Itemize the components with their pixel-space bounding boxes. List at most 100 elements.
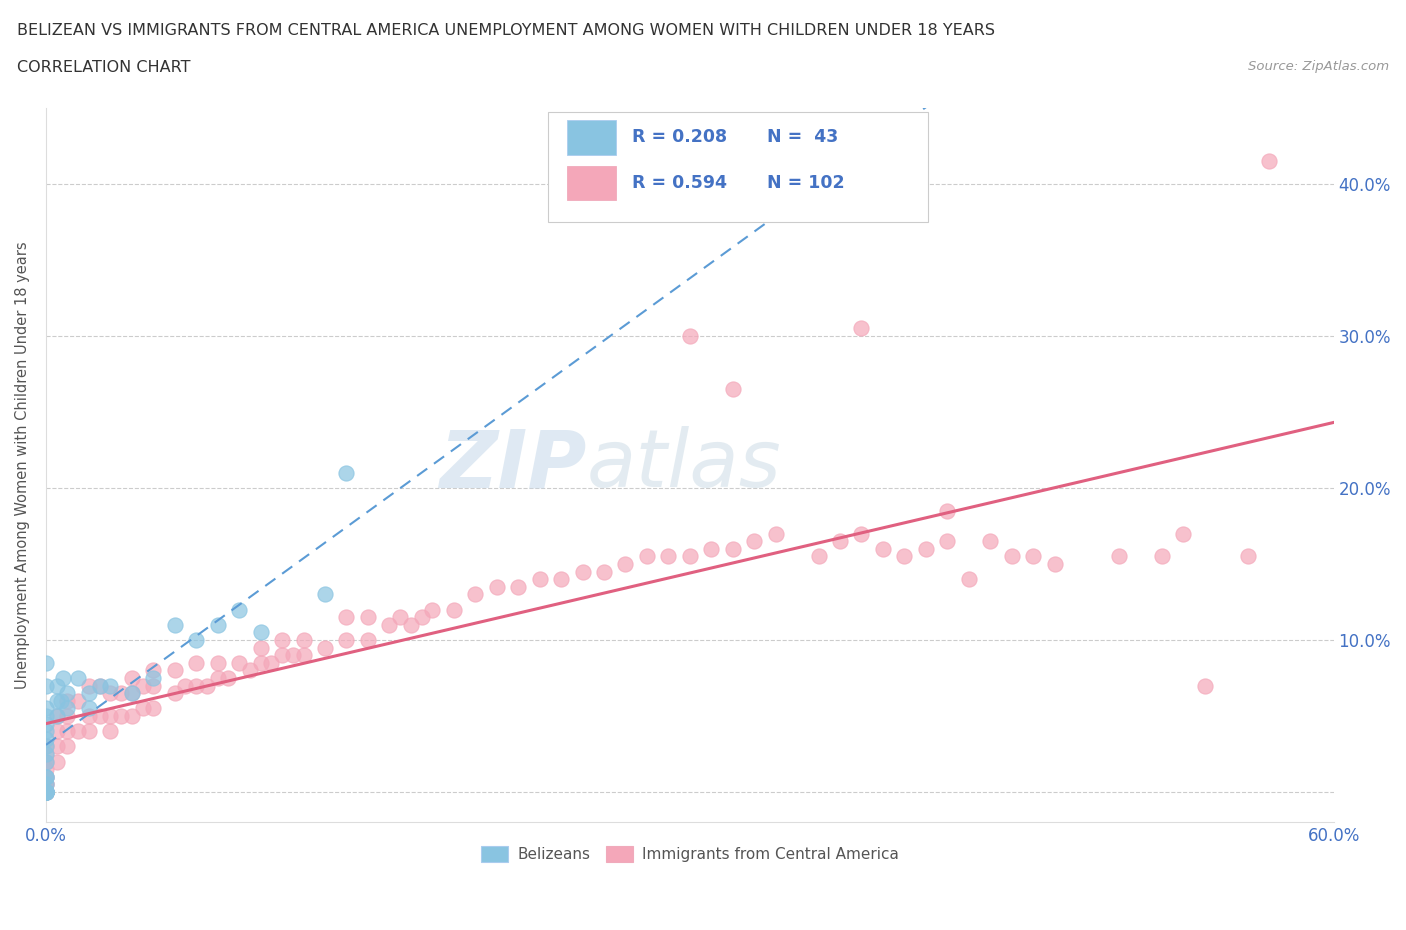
Point [45,754,67,769]
Point [142,701,165,716]
Point [35,785,58,800]
FancyBboxPatch shape [548,112,928,222]
Point [828,534,851,549]
Point [1173,526,1195,541]
Point [335,632,357,647]
FancyBboxPatch shape [568,166,616,200]
Text: ZIP: ZIP [440,426,586,504]
Point [1194,678,1216,693]
Point [281,648,304,663]
Point [464,587,486,602]
Point [67,671,90,685]
Point [35,785,58,800]
Point [110,685,132,700]
Point [335,610,357,625]
Point [142,678,165,693]
Point [56,709,79,724]
Point [121,709,143,724]
Point [35,785,58,800]
Point [936,534,959,549]
Point [357,632,380,647]
Point [936,503,959,518]
Point [249,656,271,671]
Point [45,709,67,724]
Point [45,709,67,724]
Point [614,556,637,571]
Point [56,685,79,700]
Point [98,709,121,724]
Point [249,625,271,640]
Point [657,549,679,564]
Point [1022,549,1045,564]
Point [399,618,422,632]
Point [721,382,744,397]
Point [195,678,218,693]
Point [45,724,67,738]
Point [207,618,229,632]
Point [142,663,165,678]
Point [186,632,208,647]
Point [98,678,121,693]
Y-axis label: Unemployment Among Women with Children Under 18 years: Unemployment Among Women with Children U… [15,242,30,689]
Text: N =  43: N = 43 [768,128,838,146]
Point [508,579,530,594]
Point [228,656,250,671]
Point [636,549,658,564]
Point [35,769,58,784]
Point [186,656,208,671]
Point [1236,549,1258,564]
Text: Source: ZipAtlas.com: Source: ZipAtlas.com [1249,60,1389,73]
Point [1001,549,1024,564]
Point [121,685,143,700]
Point [957,572,980,587]
Point [121,685,143,700]
Point [35,724,58,738]
Point [67,694,90,709]
Point [529,572,551,587]
Point [77,724,100,738]
Point [35,747,58,762]
Text: R = 0.208: R = 0.208 [631,128,727,146]
Point [550,572,572,587]
Point [49,694,72,709]
Point [121,671,143,685]
Point [979,534,1001,549]
Text: CORRELATION CHART: CORRELATION CHART [17,60,190,75]
Point [378,618,401,632]
Point [35,777,58,791]
Point [35,709,58,724]
Point [35,678,58,693]
Point [721,541,744,556]
Point [35,785,58,800]
Point [131,678,153,693]
Point [35,656,58,671]
Point [67,724,90,738]
Point [35,785,58,800]
Point [45,678,67,693]
Legend: Belizeans, Immigrants from Central America: Belizeans, Immigrants from Central Ameri… [474,840,905,869]
Point [1108,549,1130,564]
Point [77,685,100,700]
Point [163,685,186,700]
Point [679,328,702,343]
Point [35,785,58,800]
Point [35,785,58,800]
Point [35,785,58,800]
Point [35,785,58,800]
Point [1043,556,1066,571]
Point [207,656,229,671]
Point [45,739,67,754]
Point [271,632,294,647]
Point [89,678,111,693]
Point [77,678,100,693]
Point [174,678,197,693]
Point [593,565,616,579]
Point [131,701,153,716]
Point [571,565,593,579]
Text: atlas: atlas [586,426,782,504]
Point [851,321,873,336]
Point [389,610,412,625]
Point [35,754,58,769]
Point [110,709,132,724]
Point [335,465,357,480]
